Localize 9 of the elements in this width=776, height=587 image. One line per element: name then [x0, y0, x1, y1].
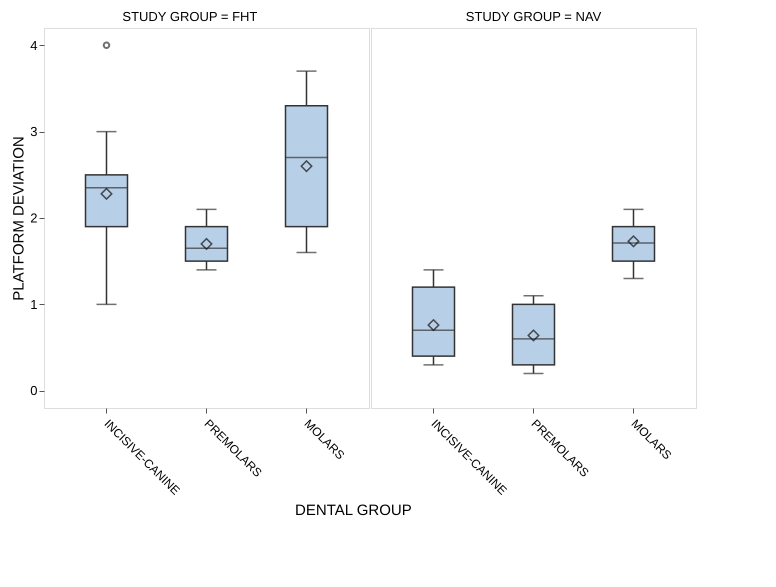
y-axis-title: PLATFORM DEVIATION — [10, 136, 28, 301]
y-tick-label: 3 — [30, 124, 38, 140]
chart-title: STUDY GROUP = NAV — [466, 9, 602, 24]
y-tick-label: 2 — [30, 210, 38, 226]
y-tick-label: 0 — [30, 383, 38, 398]
y-tick-label: 4 — [30, 38, 38, 53]
y-tick-label: 1 — [30, 296, 38, 312]
chart-title: STUDY GROUP = FHT — [122, 9, 258, 24]
x-axis-title: DENTAL GROUP — [295, 502, 412, 519]
